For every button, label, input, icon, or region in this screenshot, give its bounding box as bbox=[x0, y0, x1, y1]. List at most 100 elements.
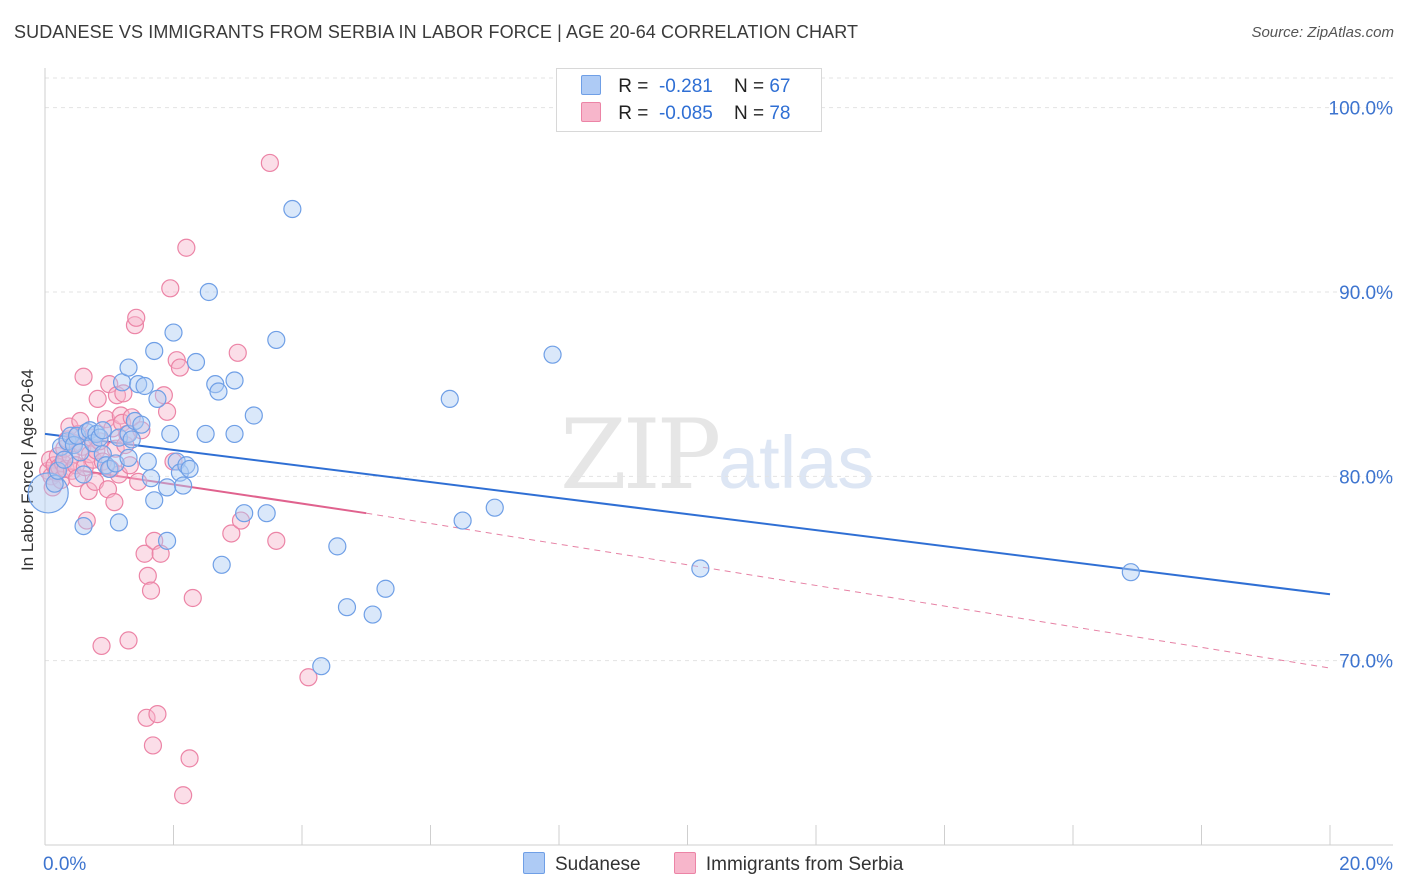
legend-label-serbia: Immigrants from Serbia bbox=[705, 854, 904, 875]
point-sudanese bbox=[129, 375, 148, 394]
point-sudanese bbox=[337, 598, 357, 617]
point-serbia bbox=[71, 411, 90, 431]
point-serbia bbox=[105, 493, 124, 512]
point-sudanese bbox=[312, 657, 331, 676]
legend-swatch-serbia bbox=[673, 852, 696, 874]
legend-swatch-serbia bbox=[581, 102, 601, 122]
point-serbia bbox=[137, 708, 156, 727]
point-sudanese bbox=[363, 605, 382, 624]
series-legend: Sudanese Immigrants from Serbia bbox=[523, 852, 931, 876]
point-sudanese bbox=[691, 559, 710, 578]
point-serbia bbox=[135, 544, 154, 563]
point-serbia bbox=[138, 566, 157, 585]
tick-labels: 70.0% 80.0% 90.0% 100.0% 0.0% 20.0% bbox=[43, 99, 1393, 875]
point-serbia bbox=[125, 316, 145, 335]
point-sudanese bbox=[157, 478, 177, 497]
gridlines bbox=[45, 77, 1393, 662]
point-serbia bbox=[222, 524, 241, 543]
legend-n-value: 78 bbox=[769, 103, 791, 124]
point-sudanese bbox=[225, 371, 244, 390]
point-serbia bbox=[79, 481, 98, 501]
point-sudanese bbox=[244, 406, 263, 425]
point-serbia bbox=[267, 531, 286, 550]
point-sudanese bbox=[1121, 563, 1140, 582]
point-sudanese bbox=[71, 443, 90, 462]
legend-item-sudanese[interactable]: Sudanese bbox=[523, 852, 641, 876]
point-serbia bbox=[127, 308, 146, 327]
point-sudanese bbox=[225, 424, 244, 444]
point-serbia bbox=[260, 153, 279, 173]
point-serbia bbox=[177, 238, 196, 257]
point-sudanese bbox=[199, 282, 218, 302]
point-sudanese bbox=[328, 537, 347, 556]
legend-swatch-sudanese bbox=[581, 75, 601, 95]
point-sudanese bbox=[141, 469, 161, 488]
point-serbia bbox=[299, 668, 318, 687]
point-sudanese bbox=[209, 382, 228, 401]
point-serbia bbox=[170, 358, 190, 377]
point-serbia bbox=[77, 511, 96, 530]
point-serbia bbox=[183, 588, 202, 608]
trendline-serbia bbox=[44, 464, 367, 515]
point-sudanese bbox=[55, 450, 74, 469]
point-serbia bbox=[174, 786, 193, 805]
legend-r-value: -0.281 bbox=[658, 76, 713, 97]
point-sudanese bbox=[235, 504, 254, 523]
legend-item-serbia[interactable]: Immigrants from Serbia bbox=[673, 852, 904, 876]
watermark-atlas: atlas bbox=[718, 421, 874, 504]
point-serbia bbox=[148, 705, 167, 724]
point-sudanese bbox=[164, 323, 183, 342]
axes bbox=[44, 68, 1393, 846]
point-sudanese bbox=[180, 459, 199, 479]
point-sudanese bbox=[74, 465, 93, 484]
point-sudanese bbox=[283, 199, 302, 219]
point-sudanese bbox=[543, 345, 562, 364]
point-serbia bbox=[180, 749, 199, 768]
point-serbia bbox=[141, 581, 161, 600]
point-serbia bbox=[74, 367, 93, 386]
point-sudanese bbox=[135, 376, 154, 396]
point-serbia bbox=[119, 631, 138, 650]
legend-n-label: N = bbox=[733, 103, 765, 124]
legend-swatch-sudanese bbox=[523, 852, 545, 874]
point-serbia bbox=[88, 389, 107, 409]
point-sudanese bbox=[119, 358, 138, 377]
point-sudanese bbox=[93, 421, 112, 440]
trendline-extension bbox=[366, 512, 1331, 669]
chart-title: SUDANESE VS IMMIGRANTS FROM SERBIA IN LA… bbox=[14, 22, 859, 42]
point-sudanese bbox=[119, 448, 138, 467]
point-sudanese bbox=[186, 352, 206, 372]
point-sudanese bbox=[267, 330, 286, 350]
point-sudanese bbox=[376, 579, 395, 598]
y-tick-label: 80.0% bbox=[1339, 467, 1393, 488]
legend-r-label: R = bbox=[618, 76, 649, 97]
correlation-legend: R = -0.281 N = 67 R = -0.085 N = 78 bbox=[556, 68, 822, 132]
point-sudanese bbox=[453, 511, 472, 530]
trendlines bbox=[44, 432, 1331, 669]
point-sudanese bbox=[145, 341, 164, 361]
trendline-sudanese bbox=[44, 432, 1331, 596]
point-sudanese bbox=[440, 389, 459, 409]
x-tick-label: 20.0% bbox=[1339, 854, 1393, 875]
legend-n-value: 67 bbox=[769, 76, 791, 97]
point-sudanese bbox=[212, 555, 231, 574]
legend-r-value: -0.085 bbox=[658, 103, 713, 124]
point-serbia bbox=[228, 343, 247, 362]
point-sudanese bbox=[161, 424, 180, 444]
series-sudanese-points bbox=[27, 199, 1140, 676]
point-sudanese bbox=[196, 424, 215, 444]
watermark-zip: ZIP bbox=[560, 399, 719, 511]
legend-label-sudanese: Sudanese bbox=[555, 854, 641, 875]
point-sudanese bbox=[109, 513, 128, 532]
zipatlas-watermark: ZIP atlas bbox=[560, 399, 874, 511]
point-sudanese bbox=[27, 472, 69, 514]
point-sudanese bbox=[257, 504, 276, 523]
point-sudanese bbox=[157, 531, 177, 550]
point-serbia bbox=[143, 736, 163, 755]
point-sudanese bbox=[122, 430, 141, 449]
point-sudanese bbox=[485, 498, 504, 517]
point-sudanese bbox=[148, 389, 167, 409]
legend-row-sudanese: R = -0.281 N = 67 bbox=[581, 75, 790, 99]
point-serbia bbox=[120, 456, 139, 475]
